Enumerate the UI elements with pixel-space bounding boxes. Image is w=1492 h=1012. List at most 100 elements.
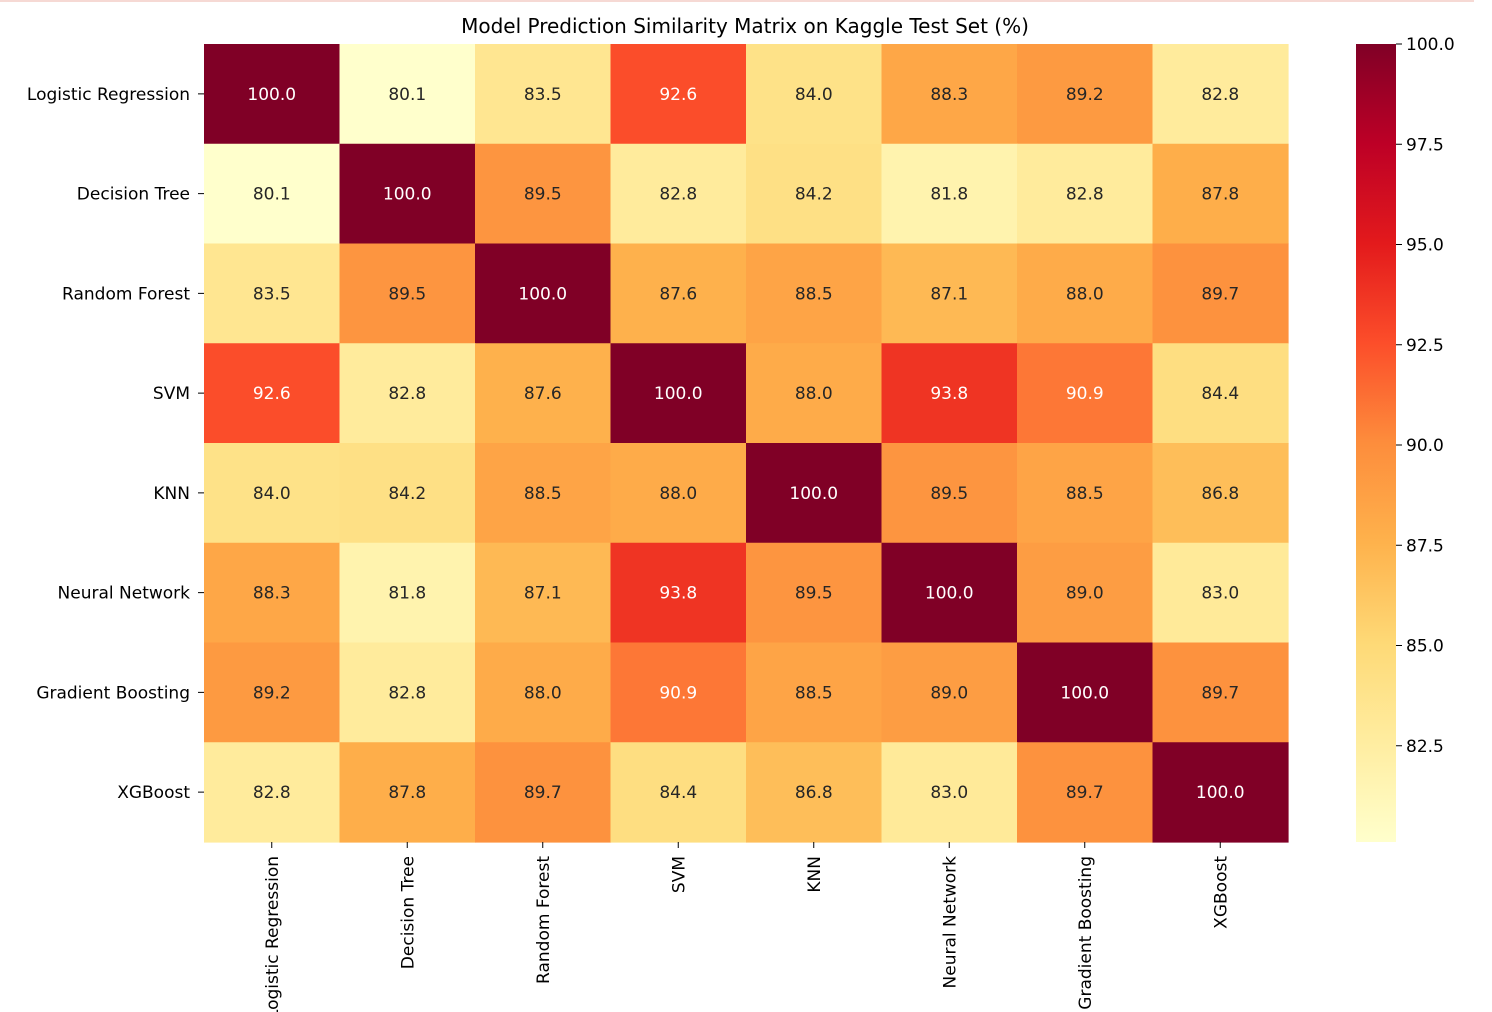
cell-value-label: 82.8 xyxy=(253,783,291,803)
cell-value-label: 84.4 xyxy=(659,783,697,803)
heatmap-cell xyxy=(610,642,747,743)
heatmap-cell xyxy=(204,243,341,344)
cell-value-label: 81.8 xyxy=(930,185,968,205)
heatmap-cell xyxy=(1017,44,1154,145)
cell-value-label: 100.0 xyxy=(1196,783,1245,803)
cell-value-label: 89.7 xyxy=(1201,284,1239,304)
column-label: XGBoost xyxy=(1211,856,1231,929)
heatmap-cell xyxy=(475,243,612,344)
row-label: SVM xyxy=(153,384,190,404)
heatmap-cells xyxy=(204,44,1289,843)
cell-value-label: 88.5 xyxy=(795,683,833,703)
heatmap-cell xyxy=(881,143,1018,245)
heatmap-cell xyxy=(475,143,612,245)
heatmap-cell xyxy=(204,642,341,743)
cell-value-label: 86.8 xyxy=(795,783,833,803)
column-label: Logistic Regression xyxy=(263,856,283,1012)
cell-value-label: 93.8 xyxy=(659,584,697,604)
heatmap-cell xyxy=(1152,143,1289,245)
cell-value-label: 89.5 xyxy=(524,185,562,205)
cell-value-label: 87.6 xyxy=(524,384,562,404)
heatmap-cell xyxy=(204,44,341,145)
cell-value-label: 89.5 xyxy=(930,484,968,504)
heatmap-cell xyxy=(475,343,612,444)
colorbar-tick-label: 92.5 xyxy=(1406,336,1444,356)
heatmap-cell xyxy=(881,443,1018,544)
colorbar-gradient xyxy=(1356,44,1396,842)
heatmap-cell xyxy=(746,742,883,843)
cell-value-label: 88.0 xyxy=(1066,284,1104,304)
row-label: Decision Tree xyxy=(77,185,190,205)
heatmap-cell xyxy=(746,44,883,145)
row-labels: Logistic Regression Decision Tree Random F… xyxy=(27,85,204,803)
cell-value-label: 86.8 xyxy=(1201,484,1239,504)
colorbar-tick-label: 100.0 xyxy=(1406,35,1455,55)
column-label: Neural Network xyxy=(940,856,960,989)
heatmap-cell xyxy=(475,542,612,644)
heatmap-cell xyxy=(610,742,747,843)
heatmap-cell xyxy=(475,443,612,544)
cell-value-label: 92.6 xyxy=(253,384,291,404)
heatmap-cell xyxy=(746,542,883,644)
heatmap-cell xyxy=(610,243,747,344)
cell-value-label: 100.0 xyxy=(247,85,296,105)
chart-title: Model Prediction Similarity Matrix on Ka… xyxy=(461,14,1029,38)
cell-value-label: 87.1 xyxy=(930,284,968,304)
heatmap-cell xyxy=(339,143,476,245)
column-label: Random Forest xyxy=(534,856,554,984)
colorbar-tick-label: 95.0 xyxy=(1406,236,1444,256)
heatmap-cell xyxy=(881,44,1018,145)
cell-value-label: 92.6 xyxy=(659,85,697,105)
cell-value-label: 89.7 xyxy=(1201,683,1239,703)
column-label: Decision Tree xyxy=(398,856,418,969)
cell-value-label: 88.3 xyxy=(930,85,968,105)
cell-value-label: 83.0 xyxy=(1201,584,1239,604)
cell-value-label: 88.5 xyxy=(524,484,562,504)
heatmap-cell xyxy=(339,343,476,444)
colorbar-tick-label: 85.0 xyxy=(1406,637,1444,657)
heatmap-cell xyxy=(204,542,341,644)
colorbar-tick-label: 82.5 xyxy=(1406,737,1444,757)
cell-value-label: 88.0 xyxy=(795,384,833,404)
heatmap-cell xyxy=(1152,44,1289,145)
cell-value-label: 80.1 xyxy=(253,185,291,205)
cell-value-label: 84.2 xyxy=(388,484,426,504)
heatmap-cell xyxy=(746,143,883,245)
cell-value-label: 82.8 xyxy=(1066,185,1104,205)
heatmap-cell xyxy=(1017,143,1154,245)
heatmap-cell-labels: 100.0 80.1 83.5 92.6 84.0 88.3 89.2 82.8 80.1 100… xyxy=(247,85,1244,803)
cell-value-label: 82.8 xyxy=(659,185,697,205)
cell-value-label: 83.0 xyxy=(930,783,968,803)
cell-value-label: 87.1 xyxy=(524,584,562,604)
cell-value-label: 88.0 xyxy=(659,484,697,504)
heatmap-cell xyxy=(881,243,1018,344)
cell-value-label: 88.5 xyxy=(795,284,833,304)
row-label: Gradient Boosting xyxy=(36,683,190,703)
cell-value-label: 82.8 xyxy=(1201,85,1239,105)
cell-value-label: 100.0 xyxy=(654,384,703,404)
cell-value-label: 87.8 xyxy=(388,783,426,803)
heatmap-cell xyxy=(339,742,476,843)
cell-value-label: 90.9 xyxy=(1066,384,1104,404)
heatmap-cell xyxy=(610,343,747,444)
heatmap-cell xyxy=(1152,243,1289,344)
colorbar-tick-label: 87.5 xyxy=(1406,536,1444,556)
heatmap-cell xyxy=(610,44,747,145)
heatmap-cell xyxy=(1017,642,1154,743)
heatmap-cell xyxy=(1017,542,1154,644)
heatmap-cell xyxy=(204,343,341,444)
heatmap-cell xyxy=(1152,642,1289,743)
cell-value-label: 100.0 xyxy=(1060,683,1109,703)
heatmap-cell xyxy=(475,742,612,843)
heatmap-cell xyxy=(746,443,883,544)
cell-value-label: 100.0 xyxy=(789,484,838,504)
cell-value-label: 83.5 xyxy=(253,284,291,304)
heatmap-cell xyxy=(475,642,612,743)
row-label: Random Forest xyxy=(62,284,190,304)
cell-value-label: 89.5 xyxy=(388,284,426,304)
column-label: KNN xyxy=(805,856,825,893)
cell-value-label: 87.6 xyxy=(659,284,697,304)
heatmap-cell xyxy=(1017,742,1154,843)
cell-value-label: 89.7 xyxy=(1066,783,1104,803)
heatmap-cell xyxy=(881,742,1018,843)
